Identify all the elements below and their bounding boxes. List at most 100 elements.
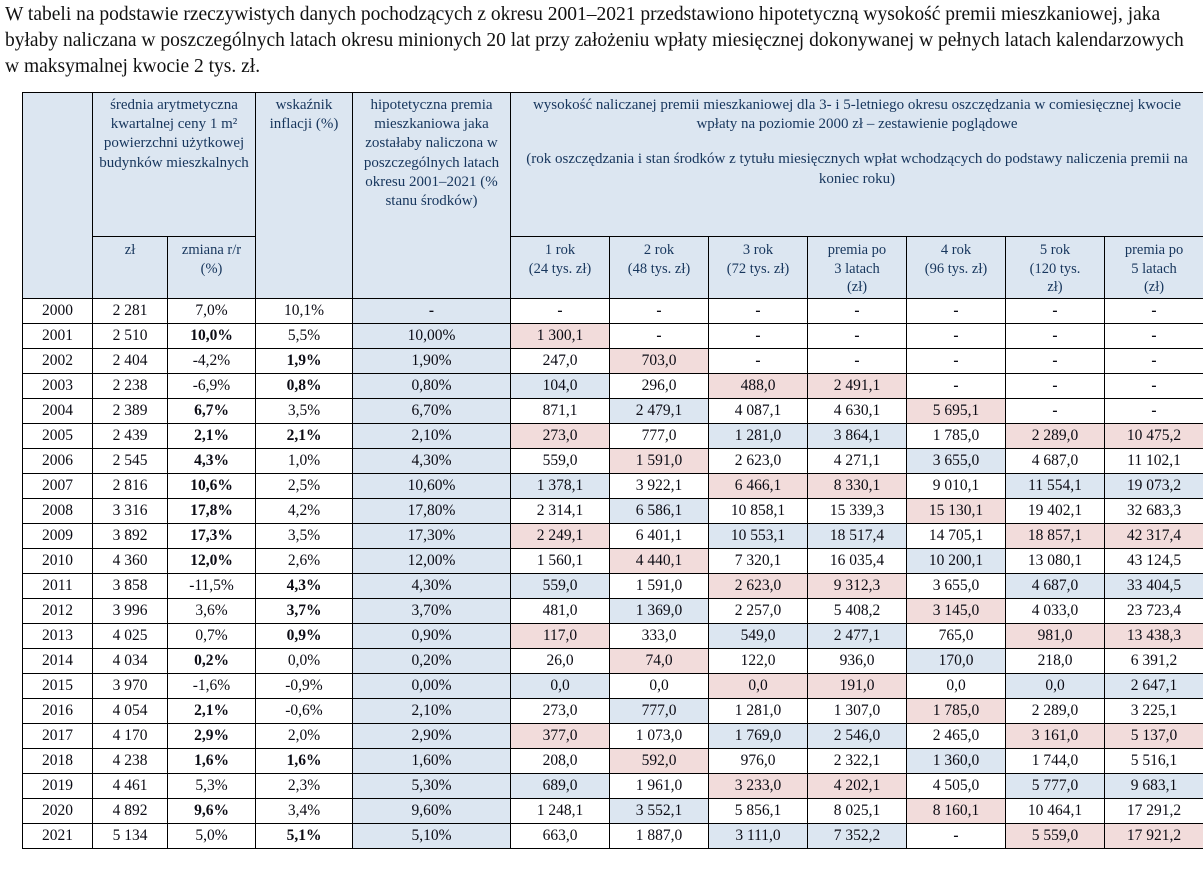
- inflation-cell: 0,8%: [255, 373, 353, 399]
- year-cell: 2007: [22, 473, 93, 499]
- table-row: 2018 4 238 1,6% 1,6% 1,60% 208,0 592,0 976,0 2 3…: [22, 748, 1203, 774]
- inflation-cell: 2,3%: [255, 773, 353, 799]
- savings-year3-cell: 3 233,0: [708, 773, 808, 799]
- savings-col-premium5-header: premia po 5 latach (zł): [1103, 236, 1203, 299]
- savings-year4-cell: 10 200,1: [906, 548, 1006, 574]
- premium-after-3y-cell: 9 312,3: [807, 573, 907, 599]
- inflation-cell: 0,0%: [255, 648, 353, 674]
- savings-year2-cell: 6 586,1: [609, 498, 709, 524]
- savings-year4-cell: -: [906, 373, 1006, 399]
- premium-after-5y-cell: 43 124,5: [1103, 548, 1203, 574]
- savings-col-year4-header: 4 rok (96 tys. zł): [906, 236, 1006, 299]
- year-cell: 2019: [22, 773, 93, 799]
- premium-after-3y-cell: 4 271,1: [807, 448, 907, 474]
- hypothetical-premium-cell: 1,60%: [352, 748, 511, 774]
- table-row: 2000 2 281 7,0% 10,1% - - - - - - - -: [22, 298, 1203, 324]
- hypothetical-premium-column-header: hipotetyczna premia mieszkaniowa jaka zo…: [352, 92, 511, 299]
- price-change-cell: 6,7%: [167, 398, 256, 424]
- hypothetical-premium-cell: 2,10%: [352, 698, 511, 724]
- table-row: 2012 3 996 3,6% 3,7% 3,70% 481,0 1 369,0 2 257,…: [22, 598, 1203, 624]
- savings-year3-cell: 1 281,0: [708, 423, 808, 449]
- savings-year4-cell: -: [906, 298, 1006, 324]
- premium-after-3y-cell: 936,0: [807, 648, 907, 674]
- premium-after-5y-cell: 42 317,4: [1103, 523, 1203, 549]
- price-change-cell: 5,0%: [167, 823, 256, 849]
- savings-year1-cell: 26,0: [510, 648, 610, 674]
- premium-after-5y-cell: 17 291,2: [1103, 798, 1203, 824]
- savings-year3-cell: 3 111,0: [708, 823, 808, 849]
- premium-after-5y-cell: 9 683,1: [1103, 773, 1203, 799]
- avg-price-cell: 3 996: [92, 598, 168, 624]
- year-cell: 2011: [22, 573, 93, 599]
- price-zl-subheader: zł: [92, 236, 168, 299]
- year-cell: 2000: [22, 298, 93, 324]
- hypothetical-premium-cell: 5,10%: [352, 823, 511, 849]
- hypothetical-premium-cell: 0,20%: [352, 648, 511, 674]
- table-row: 2005 2 439 2,1% 2,1% 2,10% 273,0 777,0 1 281,0 3…: [22, 423, 1203, 449]
- year-cell: 2018: [22, 748, 93, 774]
- savings-year3-cell: 488,0: [708, 373, 808, 399]
- premium-after-5y-cell: -: [1103, 323, 1203, 349]
- savings-year5-cell: 10 464,1: [1005, 798, 1105, 824]
- savings-year3-cell: -: [708, 348, 808, 374]
- savings-year1-cell: 273,0: [510, 698, 610, 724]
- hypothetical-premium-cell: 10,00%: [352, 323, 511, 349]
- year-column-header: [22, 92, 93, 299]
- savings-year3-cell: -: [708, 298, 808, 324]
- price-change-cell: 2,1%: [167, 423, 256, 449]
- savings-year4-cell: 2 465,0: [906, 723, 1006, 749]
- price-change-cell: 2,1%: [167, 698, 256, 724]
- price-change-subheader: zmiana r/r (%): [167, 236, 256, 299]
- savings-year5-cell: 13 080,1: [1005, 548, 1105, 574]
- inflation-cell: 3,4%: [255, 798, 353, 824]
- savings-year2-cell: 333,0: [609, 623, 709, 649]
- savings-year3-cell: 4 087,1: [708, 398, 808, 424]
- housing-premium-table: średnia arytmetyczna kwartalnej ceny 1 m…: [22, 92, 1203, 849]
- premium-after-5y-cell: 23 723,4: [1103, 598, 1203, 624]
- premium-after-5y-cell: 3 225,1: [1103, 698, 1203, 724]
- year-cell: 2020: [22, 798, 93, 824]
- savings-year5-cell: 1 744,0: [1005, 748, 1105, 774]
- avg-price-cell: 4 461: [92, 773, 168, 799]
- premium-after-5y-cell: -: [1103, 398, 1203, 424]
- inflation-cell: 1,9%: [255, 348, 353, 374]
- premium-after-3y-cell: 2 477,1: [807, 623, 907, 649]
- savings-col-year5-header: 5 rok (120 tys. zł): [1005, 236, 1105, 299]
- savings-year5-cell: 3 161,0: [1005, 723, 1105, 749]
- hypothetical-premium-cell: -: [352, 298, 511, 324]
- intro-paragraph: W tabeli na podstawie rzeczywistych dany…: [5, 4, 1184, 77]
- savings-year5-cell: 4 033,0: [1005, 598, 1105, 624]
- table-row: 2009 3 892 17,3% 3,5% 17,30% 2 249,1 6 401,1 10…: [22, 523, 1203, 549]
- premium-after-5y-cell: -: [1103, 298, 1203, 324]
- price-change-cell: 3,6%: [167, 598, 256, 624]
- price-change-cell: 10,0%: [167, 323, 256, 349]
- premium-after-3y-cell: -: [807, 323, 907, 349]
- premium-after-5y-cell: 2 647,1: [1103, 673, 1203, 699]
- savings-group-header: wysokość naliczanej premii mieszkaniowej…: [509, 92, 1203, 237]
- inflation-cell: 10,1%: [255, 298, 353, 324]
- premium-after-5y-cell: 19 073,2: [1103, 473, 1203, 499]
- savings-year4-cell: 1 785,0: [906, 698, 1006, 724]
- year-cell: 2010: [22, 548, 93, 574]
- savings-year5-cell: 5 559,0: [1005, 823, 1105, 849]
- table-row: 2016 4 054 2,1% -0,6% 2,10% 273,0 777,0 1 281,0…: [22, 698, 1203, 724]
- savings-year5-cell: 0,0: [1005, 673, 1105, 699]
- year-cell: 2006: [22, 448, 93, 474]
- table-body: 2000 2 281 7,0% 10,1% - - - - - - - -2001 2 510 10,0%…: [22, 298, 1203, 849]
- avg-price-cell: 5 134: [92, 823, 168, 849]
- hypothetical-premium-cell: 17,30%: [352, 523, 511, 549]
- year-cell: 2016: [22, 698, 93, 724]
- premium-after-3y-cell: 15 339,3: [807, 498, 907, 524]
- savings-year3-cell: -: [708, 323, 808, 349]
- inflation-cell: 3,7%: [255, 598, 353, 624]
- savings-year1-cell: 2 249,1: [510, 523, 610, 549]
- savings-year1-cell: 2 314,1: [510, 498, 610, 524]
- avg-price-group-header: średnia arytmetyczna kwartalnej ceny 1 m…: [92, 92, 256, 237]
- table-row: 2002 2 404 -4,2% 1,9% 1,90% 247,0 703,0- - - - -: [22, 348, 1203, 374]
- premium-after-5y-cell: -: [1103, 348, 1203, 374]
- premium-after-3y-cell: 191,0: [807, 673, 907, 699]
- premium-after-3y-cell: 4 630,1: [807, 398, 907, 424]
- table-row: 2008 3 316 17,8% 4,2% 17,80% 2 314,1 6 586,1 10…: [22, 498, 1203, 524]
- year-cell: 2004: [22, 398, 93, 424]
